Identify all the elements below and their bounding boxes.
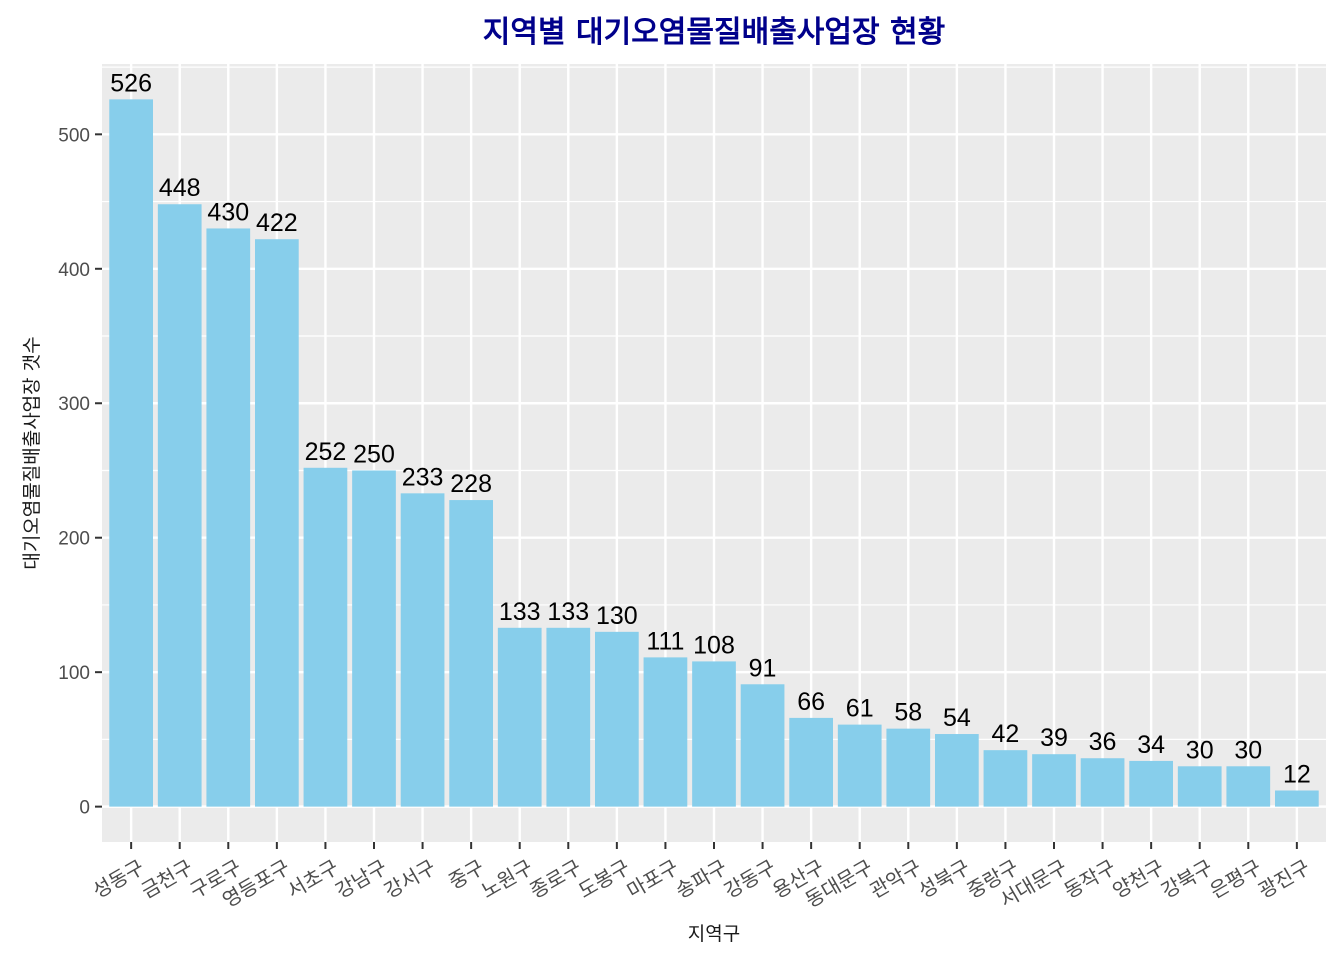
bar: [255, 239, 299, 806]
x-tick-label: 성동구: [88, 855, 148, 903]
data-label: 66: [797, 688, 825, 716]
data-label: 252: [305, 438, 347, 466]
bar: [304, 468, 348, 807]
bar: [789, 718, 833, 807]
bar: [449, 500, 493, 807]
x-tick-label: 노원구: [477, 855, 537, 903]
y-tick-label: 100: [58, 663, 90, 684]
y-axis: 0 100 200 300 400 500: [58, 125, 102, 818]
bar: [741, 684, 785, 806]
x-axis-title: 지역구: [688, 923, 740, 945]
data-label: 36: [1089, 728, 1117, 756]
data-label: 228: [450, 470, 492, 498]
data-label: 111: [646, 627, 684, 655]
x-tick-label: 강북구: [1157, 855, 1217, 903]
data-label: 250: [353, 440, 395, 468]
data-label: 30: [1186, 736, 1214, 764]
bar: [984, 750, 1028, 806]
bar: [206, 228, 250, 806]
data-label: 448: [159, 174, 201, 202]
bar: [158, 204, 202, 806]
bar: [886, 729, 930, 807]
x-tick-label: 은평구: [1206, 855, 1266, 903]
bar: [1275, 791, 1319, 807]
x-tick-label: 강서구: [380, 855, 440, 903]
bar: [595, 632, 639, 807]
data-label: 12: [1283, 761, 1311, 789]
x-tick-label: 양천구: [1108, 855, 1168, 903]
bar: [546, 628, 590, 807]
data-label: 130: [596, 602, 638, 630]
bar: [109, 99, 153, 806]
y-tick-label: 300: [58, 394, 90, 415]
data-label: 422: [256, 209, 298, 237]
bar: [692, 661, 736, 806]
bar: [838, 725, 882, 807]
bar: [1226, 766, 1270, 806]
x-tick-label: 마포구: [623, 855, 683, 903]
x-tick-label: 강동구: [720, 855, 780, 903]
bar: [352, 470, 396, 806]
bar: [1081, 758, 1125, 806]
x-tick-label: 관악구: [866, 855, 926, 903]
data-label: 54: [943, 704, 971, 732]
y-tick-label: 200: [58, 529, 90, 550]
x-tick-label: 강남구: [331, 855, 391, 903]
data-label: 61: [846, 695, 874, 723]
x-tick-label: 금천구: [137, 855, 197, 903]
data-label: 42: [992, 720, 1020, 748]
x-tick-label: 동작구: [1060, 855, 1120, 903]
x-tick-label: 광진구: [1254, 855, 1314, 903]
y-tick-label: 0: [79, 798, 90, 819]
data-label: 108: [693, 631, 735, 659]
data-label: 34: [1137, 731, 1165, 759]
bar: [1032, 754, 1076, 806]
data-label: 133: [547, 598, 589, 626]
x-tick-label: 성북구: [914, 855, 974, 903]
data-label: 133: [499, 598, 541, 626]
data-label: 526: [110, 69, 152, 97]
data-label: 233: [402, 463, 444, 491]
data-label: 430: [207, 198, 249, 226]
y-tick-label: 400: [58, 260, 90, 281]
data-label: 91: [749, 654, 777, 682]
y-axis-title: 대기오염물질배출사업장 갯수: [21, 336, 43, 569]
x-tick-label: 송파구: [671, 855, 731, 903]
x-tick-label: 도봉구: [574, 855, 634, 903]
x-tick-label: 종로구: [526, 855, 586, 903]
chart-title: 지역별 대기오염물질배출사업장 현황: [483, 15, 946, 50]
y-tick-label: 500: [58, 125, 90, 146]
bar: [1129, 761, 1173, 807]
bar: [644, 657, 688, 806]
bar: [498, 628, 542, 807]
data-label: 39: [1040, 724, 1068, 752]
bar: [935, 734, 979, 807]
x-tick-label: 서초구: [283, 855, 343, 903]
bar: [1178, 766, 1222, 806]
data-label: 58: [894, 699, 922, 727]
data-label: 30: [1234, 736, 1262, 764]
bar: [401, 493, 445, 806]
